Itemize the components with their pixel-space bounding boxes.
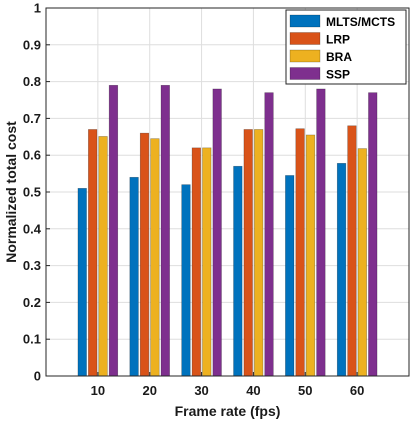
legend-swatch: [289, 49, 321, 63]
bar-mlts-mcts-60: [336, 162, 347, 377]
x-tick-label: 40: [246, 383, 260, 398]
bar-lrp-40: [243, 129, 253, 377]
bar-lrp-30: [191, 147, 201, 377]
y-axis-title: Normalized total cost: [3, 121, 19, 263]
legend-label: SSP: [326, 68, 350, 82]
x-tick-label: 30: [194, 383, 208, 398]
bar-mlts-mcts-30: [181, 184, 191, 377]
y-tick-label: 1: [34, 1, 41, 16]
bar-lrp-60: [347, 125, 357, 377]
x-axis-title: Frame rate (fps): [175, 403, 281, 419]
bar-mlts-mcts-50: [285, 175, 295, 377]
y-tick-label: 0.3: [23, 258, 41, 273]
bar-ssp-60: [368, 92, 378, 377]
legend-label: LRP: [326, 33, 350, 47]
y-tick-label: 0.6: [23, 148, 41, 163]
bar-bra-30: [202, 147, 212, 377]
y-tick-label: 0.1: [23, 332, 41, 347]
y-tick-label: 0: [34, 369, 41, 384]
bar-mlts-mcts-20: [129, 176, 139, 377]
bar-lrp-20: [139, 132, 150, 377]
bar-mlts-mcts-40: [233, 165, 243, 377]
y-tick-label: 0.7: [23, 111, 41, 126]
bar-ssp-40: [264, 92, 274, 377]
legend-swatch: [289, 14, 321, 28]
y-tick-label: 0.2: [23, 295, 41, 310]
legend: MLTS/MCTS LRP BRA SSP: [285, 9, 407, 85]
legend-swatch: [289, 67, 321, 80]
x-tick-label: 50: [298, 383, 312, 398]
y-tick-label: 0.5: [23, 185, 41, 200]
y-tick-label: 0.8: [23, 74, 41, 89]
bar-bra-50: [305, 134, 316, 377]
bar-ssp-10: [108, 84, 119, 377]
bar-bra-60: [357, 148, 367, 377]
bar-bra-20: [150, 138, 160, 377]
legend-swatch: [289, 32, 321, 45]
y-tick-label: 0.9: [23, 37, 41, 52]
legend-label: BRA: [326, 50, 352, 64]
bar-lrp-10: [88, 129, 98, 377]
bar-mlts-mcts-10: [77, 188, 87, 377]
bar-ssp-50: [316, 88, 326, 377]
bar-bra-10: [98, 136, 108, 377]
bar-ssp-30: [212, 88, 222, 377]
x-tick-label: 60: [350, 383, 364, 398]
bars: [77, 84, 378, 377]
bar-bra-40: [254, 129, 264, 377]
bar-ssp-20: [160, 84, 170, 377]
y-tick-label: 0.4: [23, 221, 42, 236]
legend-label: MLTS/MCTS: [326, 15, 395, 29]
x-tick-label: 10: [91, 383, 105, 398]
bar-lrp-50: [295, 128, 305, 377]
x-tick-label: 20: [142, 383, 156, 398]
axis-ticks: 0 0.1 0.2 0.3 0.4 0.5 0.6 0.7 0.8 0.9 1 10 20 30 40 50 6…: [23, 1, 364, 399]
